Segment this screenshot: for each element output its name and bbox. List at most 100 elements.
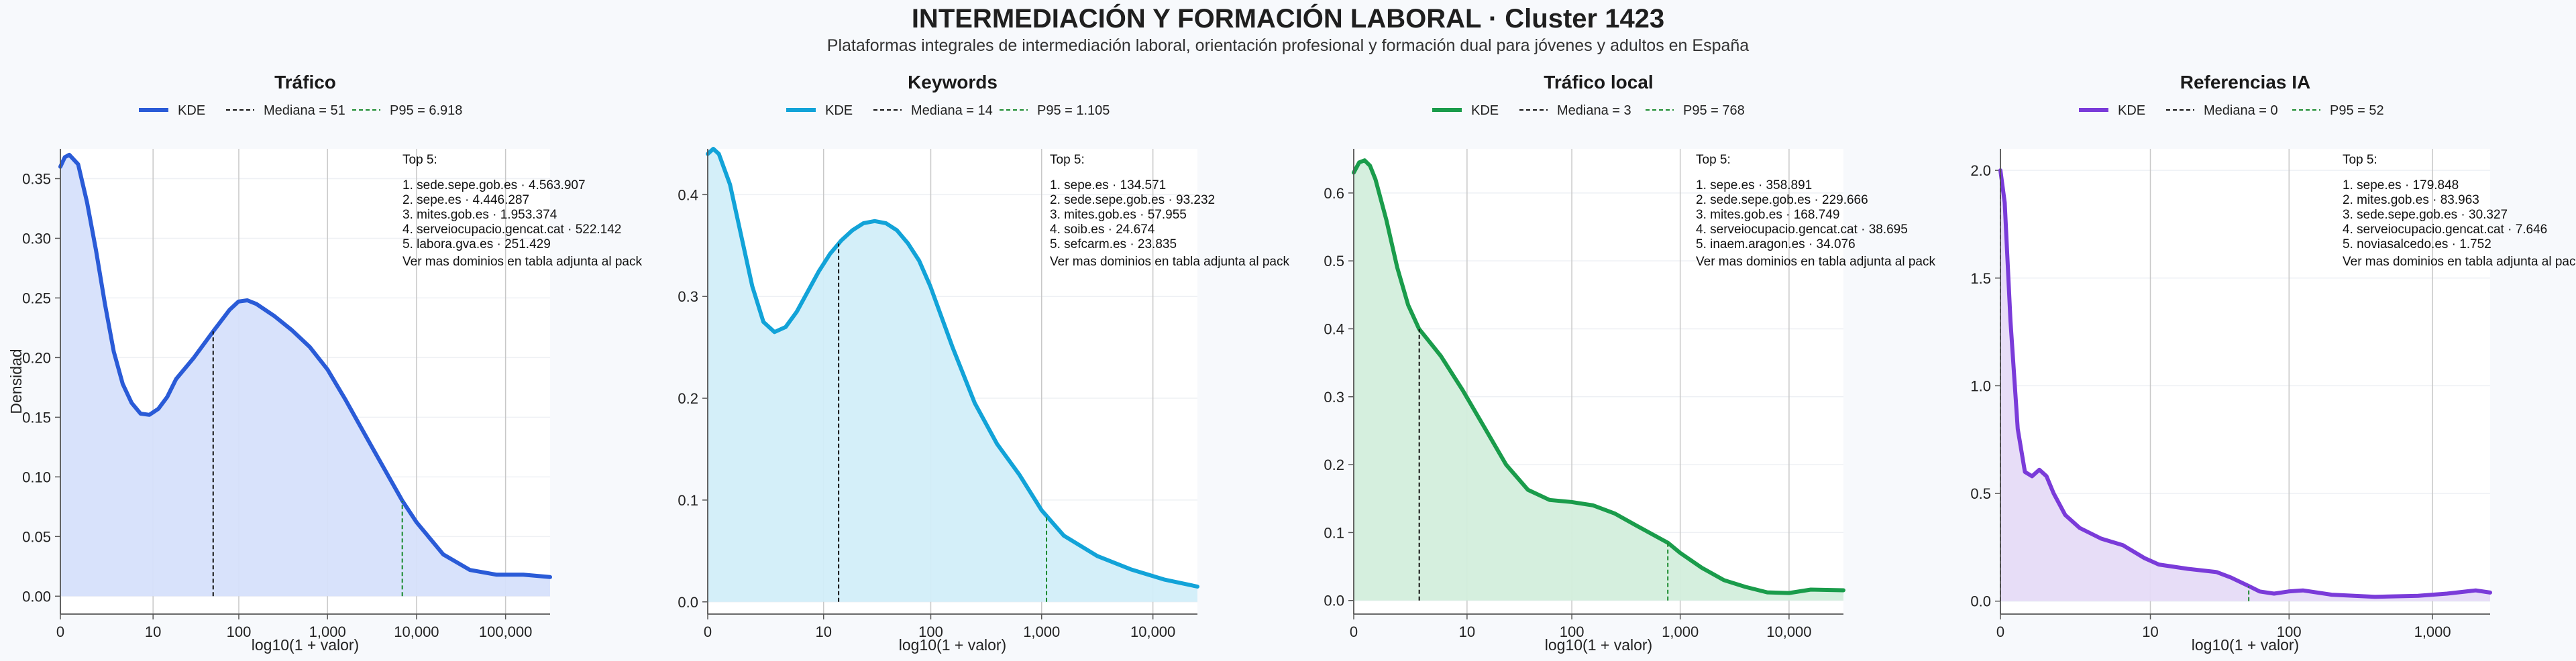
x-axis-label: log10(1 + valor) — [1545, 636, 1652, 654]
annotation-item: 4. serveiocupacio.gencat.cat · 522.142 — [402, 223, 621, 237]
chart-panel-2: Keywords KDE Mediana = 14 P95 = 1.105 0.0 0.1… — [678, 72, 1289, 654]
annotation-item: 3. mites.gob.es · 168.749 — [1696, 208, 1839, 222]
kde-area — [708, 149, 1197, 602]
annotation-item: 1. sepe.es · 179.848 — [2343, 178, 2459, 192]
x-tick-label: 100,000 — [479, 623, 533, 640]
annotation-header: Top 5: — [402, 153, 437, 167]
chart-panel-3: Tráfico local KDE Mediana = 3 P95 = 768 0.0 0… — [1324, 72, 1935, 654]
legend: KDE Mediana = 14 P95 = 1.105 — [786, 103, 1110, 118]
annotation-footer: Ver mas dominios en tabla adjunta al pac… — [402, 255, 642, 269]
chart-title: Referencias IA — [2180, 72, 2311, 93]
y-tick-label: 1.5 — [1970, 270, 1991, 287]
y-tick-label: 0.4 — [1324, 320, 1344, 337]
annotation-item: 1. sepe.es · 358.891 — [1696, 178, 1812, 192]
page-subtitle: Plataformas integrales de intermediación… — [826, 36, 1750, 55]
legend-kde-label: KDE — [825, 103, 853, 118]
legend-p95-label: P95 = 768 — [1683, 103, 1745, 118]
kde-line — [1352, 158, 1845, 595]
page-title: INTERMEDIACIÓN Y FORMACIÓN LABORAL · Clu… — [911, 4, 1665, 34]
annotation-item: 3. sede.sepe.gob.es · 30.327 — [2343, 208, 2508, 222]
y-tick-label: 0.3 — [1324, 389, 1344, 406]
legend-p95-label: P95 = 6.918 — [390, 103, 462, 118]
annotation-item: 4. soib.es · 24.674 — [1050, 223, 1155, 237]
y-tick-label: 1.0 — [1970, 377, 1991, 394]
kde-area — [2000, 170, 2490, 601]
legend-kde-label: KDE — [1471, 103, 1499, 118]
x-tick-label: 100 — [918, 623, 943, 640]
annotation-footer: Ver mas dominios en tabla adjunta al pac… — [1696, 255, 1935, 269]
legend-median-label: Mediana = 14 — [911, 103, 993, 118]
x-tick-label: 10 — [815, 623, 831, 640]
y-tick-label: 0.30 — [22, 230, 51, 247]
legend-median-label: Mediana = 0 — [2204, 103, 2278, 118]
x-tick-label: 0 — [1350, 623, 1358, 640]
chart-panel-4: Referencias IA KDE Mediana = 0 P95 = 52 0.0 0… — [1970, 72, 2576, 654]
x-tick-label: 1,000 — [1023, 623, 1060, 640]
annotation-item: 4. serveiocupacio.gencat.cat · 7.646 — [2343, 223, 2547, 237]
annotation-item: 2. sepe.es · 4.446.287 — [402, 193, 529, 207]
annotation-item: 2. sede.sepe.gob.es · 93.232 — [1050, 193, 1215, 207]
annotation-header: Top 5: — [1050, 153, 1085, 167]
chart-panel-1: Tráfico KDE Mediana = 51 P95 = 6.918 0.00 0.0… — [7, 72, 642, 654]
legend-kde-label: KDE — [2118, 103, 2145, 118]
x-tick-label: 1,000 — [1662, 623, 1699, 640]
y-tick-label: 2.0 — [1970, 162, 1991, 179]
x-tick-label: 0 — [704, 623, 712, 640]
annotation-header: Top 5: — [1696, 153, 1731, 167]
y-tick-label: 0.0 — [1970, 593, 1991, 610]
y-tick-label: 0.2 — [678, 390, 698, 407]
legend-kde-label: KDE — [178, 103, 205, 118]
legend-median-label: Mediana = 3 — [1557, 103, 1631, 118]
chart-title: Tráfico — [274, 72, 336, 93]
y-tick-label: 0.35 — [22, 170, 51, 187]
y-tick-label: 0.6 — [1324, 185, 1344, 202]
x-tick-label: 100 — [2277, 623, 2302, 640]
y-tick-label: 0.05 — [22, 528, 51, 545]
x-tick-label: 10 — [2142, 623, 2158, 640]
x-axis-label: log10(1 + valor) — [899, 636, 1006, 654]
y-tick-label: 0.20 — [22, 349, 51, 366]
kde-line — [1998, 168, 2492, 599]
annotation-item: 5. labora.gva.es · 251.429 — [402, 237, 551, 251]
y-tick-label: 0.1 — [678, 492, 698, 509]
annotation-item: 1. sede.sepe.gob.es · 4.563.907 — [402, 178, 586, 192]
x-tick-label: 10,000 — [1130, 623, 1175, 640]
x-tick-label: 1,000 — [2414, 623, 2451, 640]
legend: KDE Mediana = 3 P95 = 768 — [1432, 103, 1745, 118]
y-tick-label: 0.00 — [22, 588, 51, 605]
annotation-header: Top 5: — [2343, 153, 2377, 167]
chart-title: Tráfico local — [1544, 72, 1653, 93]
top5-annotation: Top 5: 1. sede.sepe.gob.es · 4.563.9072. … — [402, 153, 642, 269]
y-tick-label: 0.3 — [678, 288, 698, 305]
annotation-item: 5. noviasalcedo.es · 1.752 — [2343, 237, 2491, 251]
y-tick-label: 0.5 — [1324, 253, 1344, 269]
x-axis-label: log10(1 + valor) — [252, 636, 359, 654]
legend: KDE Mediana = 0 P95 = 52 — [2079, 103, 2384, 118]
y-tick-label: 0.2 — [1324, 457, 1344, 473]
y-tick-label: 0.0 — [678, 594, 698, 611]
x-tick-label: 0 — [1996, 623, 2004, 640]
legend-p95-label: P95 = 52 — [2330, 103, 2384, 118]
x-tick-label: 10,000 — [1766, 623, 1811, 640]
annotation-item: 2. sede.sepe.gob.es · 229.666 — [1696, 193, 1868, 207]
x-axis-label: log10(1 + valor) — [2192, 636, 2299, 654]
legend-p95-label: P95 = 1.105 — [1037, 103, 1110, 118]
y-tick-label: 0.0 — [1324, 593, 1344, 609]
y-axis-label: Densidad — [7, 349, 25, 414]
kde-line — [58, 152, 552, 579]
annotation-item: 5. inaem.aragon.es · 34.076 — [1696, 237, 1856, 251]
annotation-item: 5. sefcarm.es · 23.835 — [1050, 237, 1177, 251]
x-tick-label: 10 — [145, 623, 161, 640]
x-tick-label: 1,000 — [309, 623, 346, 640]
annotation-item: 3. mites.gob.es · 57.955 — [1050, 208, 1187, 222]
x-tick-label: 0 — [56, 623, 64, 640]
x-tick-label: 100 — [227, 623, 252, 640]
y-tick-label: 0.25 — [22, 290, 51, 306]
annotation-footer: Ver mas dominios en tabla adjunta al pac… — [2343, 255, 2576, 269]
chart-title: Keywords — [908, 72, 998, 93]
x-tick-label: 100 — [1560, 623, 1585, 640]
